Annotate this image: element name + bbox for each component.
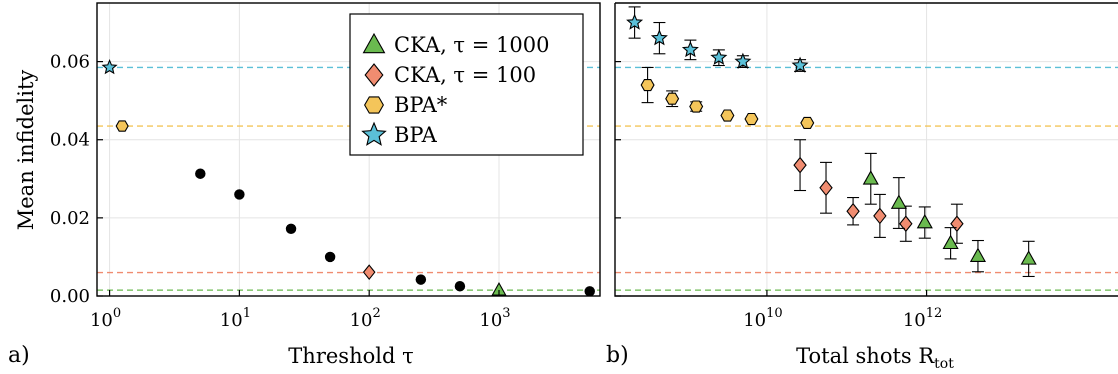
y-tick-label: 0.06 <box>50 52 90 73</box>
x-tick-label: 101 <box>220 306 251 331</box>
legend-triangle-icon <box>362 32 386 54</box>
panel-b-label: b) <box>606 343 629 368</box>
panel-a-frame <box>96 2 601 297</box>
panel-a-label: a) <box>8 343 30 368</box>
diamond-marker <box>950 215 964 233</box>
hexagon-marker <box>800 116 815 130</box>
panel-a-reference-lines <box>97 66 600 291</box>
star-marker <box>734 52 752 69</box>
legend-label: CKA, τ = 100 <box>394 63 536 87</box>
y-tick-label: 0.02 <box>50 208 90 229</box>
circle-marker <box>415 274 427 285</box>
hexagon-marker <box>744 112 759 126</box>
legend-label: BPA <box>394 123 438 147</box>
panel-a-y-axis-label: Mean infidelity <box>14 70 38 231</box>
x-tick-label: 103 <box>479 306 510 331</box>
triangle-marker <box>890 194 907 209</box>
panel-a-x-axis-label: Threshold τ <box>288 344 413 368</box>
star-marker <box>791 56 809 73</box>
legend-diamond-icon <box>364 63 384 87</box>
hexagon-marker <box>720 109 735 122</box>
triangle-marker <box>1020 250 1037 265</box>
panel-b-reference-lines <box>615 66 1118 291</box>
triangle-marker <box>916 213 933 229</box>
panel-b-markers <box>626 6 1037 278</box>
circle-marker <box>285 223 297 235</box>
star-marker <box>626 13 644 30</box>
panel-a-ticks: 0.00 0.02 0.04 0.06 100 101 102 103 <box>50 52 511 331</box>
star-marker <box>710 48 728 65</box>
legend-label: BPA* <box>394 93 448 117</box>
panel-a: 0.00 0.02 0.04 0.06 100 101 102 103 Mean infide… <box>8 2 601 368</box>
circle-marker <box>454 281 466 292</box>
circle-marker <box>584 286 595 296</box>
triangle-marker <box>969 247 987 262</box>
star-marker <box>650 29 668 46</box>
star-marker <box>681 40 699 58</box>
legend-box <box>349 13 584 156</box>
star-marker <box>101 59 118 75</box>
x-tick-label: 1012 <box>903 306 942 331</box>
hexagon-marker <box>689 100 704 113</box>
triangle-marker <box>942 234 959 250</box>
legend: CKA, τ = 1000 CKA, τ = 100 BPA* BPA <box>349 13 584 156</box>
diamond-marker <box>873 207 887 225</box>
y-tick-label: 0.00 <box>50 286 90 307</box>
diamond-marker <box>793 156 807 174</box>
hexagon-marker <box>665 92 680 105</box>
circle-marker <box>234 189 245 200</box>
x-tick-label: 102 <box>350 306 381 331</box>
x-tick-label: 100 <box>90 306 121 331</box>
diamond-marker <box>846 202 860 220</box>
panel-b-x-axis-label: Total shots Rtot <box>796 344 954 372</box>
x-tick-label: 1010 <box>743 306 782 331</box>
legend-label: CKA, τ = 1000 <box>394 33 549 57</box>
triangle-marker <box>862 170 879 185</box>
y-tick-label: 0.04 <box>50 130 90 151</box>
hexagon-marker <box>640 78 655 92</box>
legend-star-icon <box>361 121 387 146</box>
diamond-marker <box>362 264 376 281</box>
legend-hexagon-icon <box>364 96 384 114</box>
hexagon-marker <box>115 120 129 132</box>
circle-marker <box>324 251 336 263</box>
diamond-marker <box>899 215 913 233</box>
panel-a-markers <box>101 59 595 296</box>
diamond-marker <box>819 179 833 197</box>
circle-marker <box>195 168 206 179</box>
panel-b-ticks: 1010 1012 <box>615 60 942 331</box>
panel-b: 1010 1012 Total shots Rtot b) <box>606 2 1118 372</box>
